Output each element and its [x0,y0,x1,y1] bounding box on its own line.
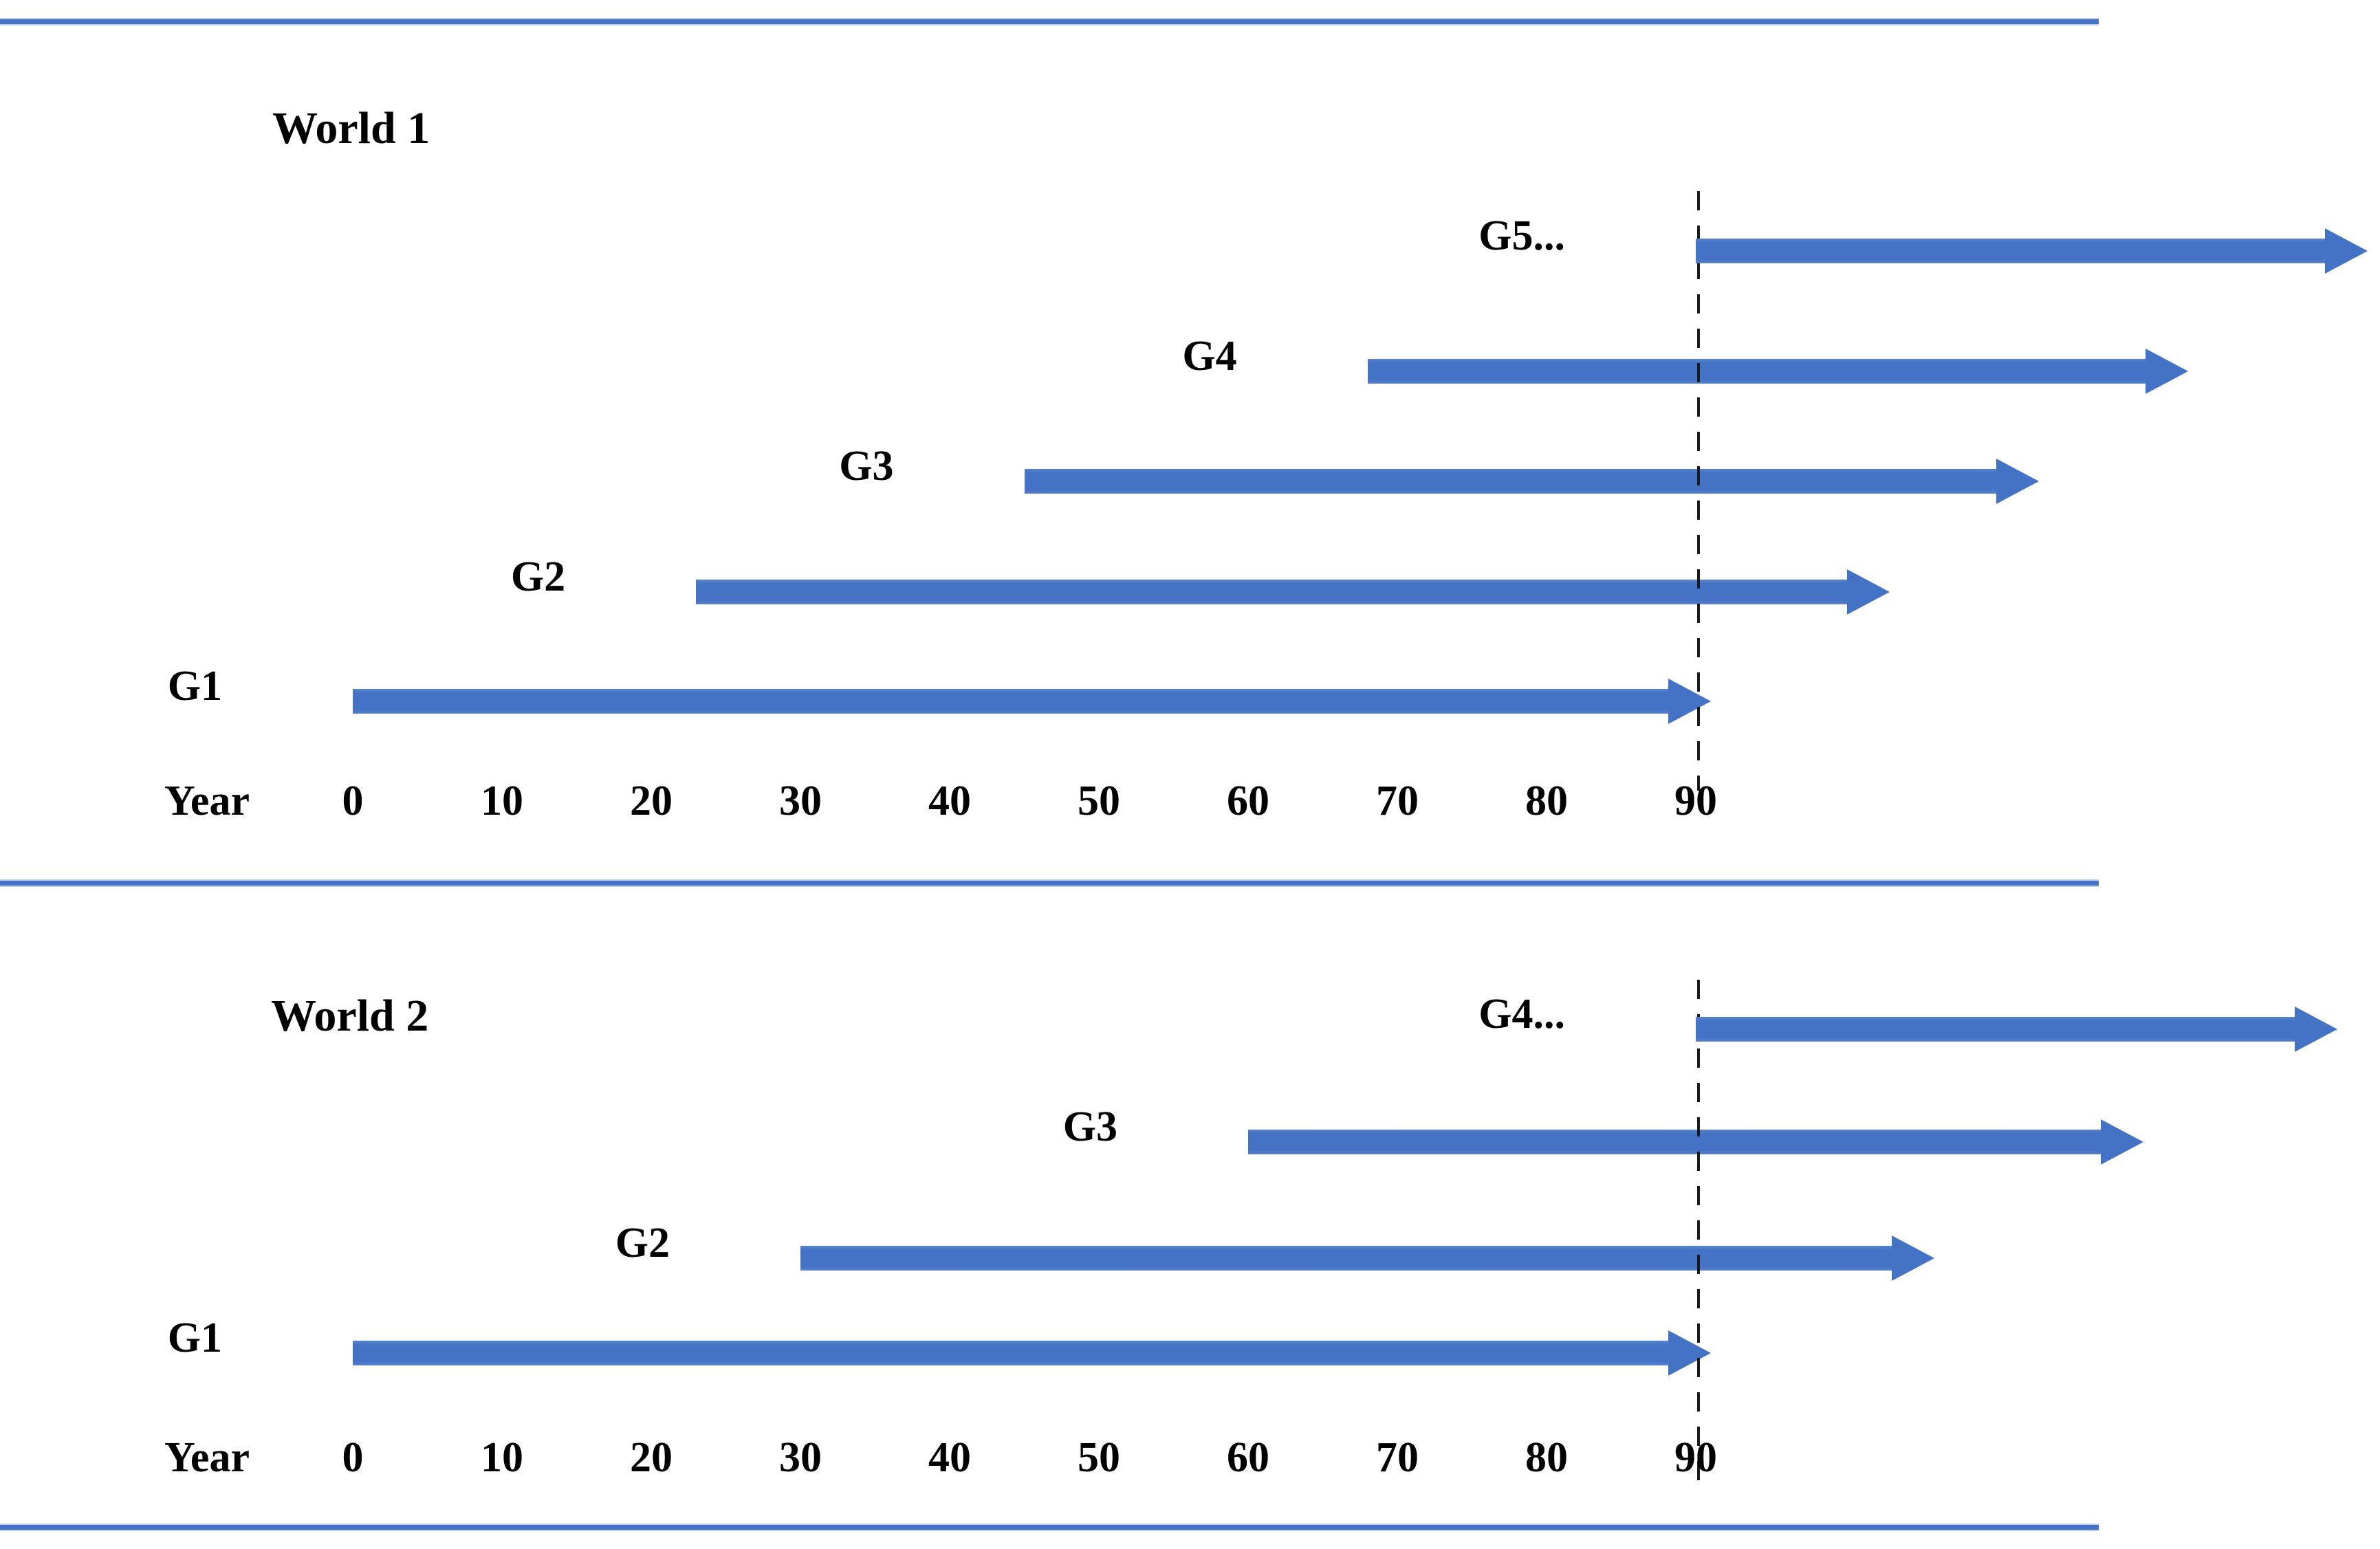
generation-label-1: G1 [167,1315,222,1361]
generation-label-4: G4 [1182,333,1237,380]
year-tick-50: 50 [1078,778,1120,824]
arrow-head-icon [2295,1007,2338,1052]
generation-arrow-body [353,689,1670,714]
generation-label-5: G5... [1478,212,1565,259]
generation-arrow-body [1024,469,1998,494]
year-tick-0: 0 [342,778,364,824]
year-tick-0: 0 [342,1434,364,1481]
bottom-border-rule [0,1525,2099,1530]
generation-arrow-body [1696,1017,2297,1042]
arrow-head-icon [1996,459,2040,504]
arrow-head-icon [1668,1330,1711,1376]
generation-label-3: G3 [1062,1103,1117,1150]
generation-label-1: G1 [167,663,222,710]
generation-label-2: G2 [510,553,566,600]
generation-arrow-body [1367,359,2148,384]
year-axis-label: Year [164,778,250,824]
year-tick-70: 70 [1376,778,1419,824]
year-tick-30: 30 [779,1434,822,1481]
arrow-head-icon [1892,1235,1935,1281]
world-2-title: World 2 [271,991,429,1041]
arrow-head-icon [2324,228,2368,274]
year-tick-40: 40 [928,1434,971,1481]
year-tick-60: 60 [1227,1434,1269,1481]
year-tick-10: 10 [481,1434,523,1481]
generation-arrow-body [353,1341,1670,1365]
year-axis-label: Year [164,1434,250,1481]
world-1-title: World 1 [272,103,430,153]
arrow-head-icon [1847,569,1890,615]
year-tick-60: 60 [1227,778,1269,824]
generation-arrow-body [1696,239,2326,263]
year-tick-20: 20 [630,1434,673,1481]
year-tick-70: 70 [1376,1434,1419,1481]
generation-arrow-body [800,1246,1894,1271]
arrow-head-icon [1668,679,1711,724]
year-tick-50: 50 [1078,1434,1120,1481]
year-90-dashed-line [1697,191,1700,791]
middle-separator-rule [0,881,2099,886]
year-tick-30: 30 [779,778,822,824]
generation-label-4: G4... [1478,991,1565,1037]
year-tick-20: 20 [630,778,673,824]
generation-arrow-body [696,580,1849,604]
year-tick-80: 80 [1525,1434,1568,1481]
year-tick-90: 90 [1674,778,1717,824]
year-tick-10: 10 [481,778,523,824]
arrow-head-icon [2146,349,2189,394]
generation-label-2: G2 [615,1220,670,1266]
year-90-dashed-line [1697,980,1700,1485]
top-border-rule [0,19,2099,24]
year-tick-80: 80 [1525,778,1568,824]
arrow-head-icon [2101,1119,2143,1165]
year-tick-40: 40 [928,778,971,824]
generation-label-3: G3 [839,443,894,490]
generation-arrow-body [1248,1130,2102,1154]
year-tick-90: 90 [1674,1434,1717,1481]
